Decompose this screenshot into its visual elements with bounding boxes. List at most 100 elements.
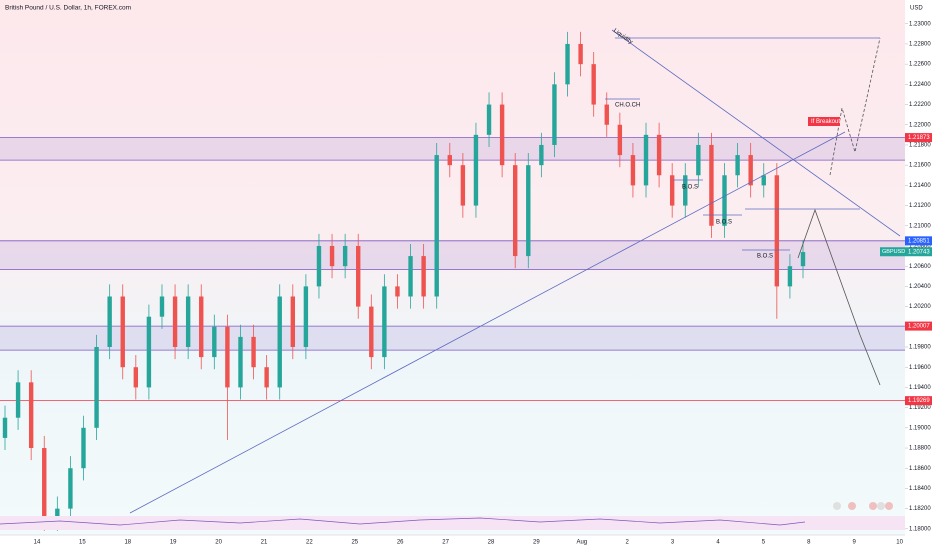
candle-body bbox=[290, 296, 296, 348]
candle-body bbox=[539, 144, 544, 166]
y-tick-label: 1.18600 bbox=[909, 466, 931, 472]
x-tick-label: 29 bbox=[533, 540, 540, 546]
symbol-label: GBPUSD bbox=[882, 249, 905, 255]
candle-body bbox=[591, 64, 596, 105]
candle-body bbox=[604, 104, 609, 125]
x-tick-label: 2 bbox=[626, 540, 630, 546]
candle-body bbox=[565, 43, 570, 85]
projection-path bbox=[859, 334, 881, 386]
candle-body bbox=[81, 427, 86, 469]
x-tick-label: 9 bbox=[853, 540, 857, 546]
bos-label: B.O.S bbox=[757, 254, 773, 260]
candle-body bbox=[656, 134, 662, 176]
trend-line bbox=[611, 29, 901, 237]
candle-body bbox=[683, 175, 688, 206]
candle-body bbox=[238, 336, 243, 388]
y-tick-label: 1.21200 bbox=[909, 203, 931, 209]
x-tick-label: 8 bbox=[807, 540, 811, 546]
candle-body bbox=[342, 245, 348, 267]
x-tick-label: 21 bbox=[261, 540, 268, 546]
price-tag-label: 1.21873 bbox=[908, 135, 930, 141]
candle-body bbox=[552, 84, 557, 145]
candle-body bbox=[696, 144, 701, 176]
candle-body bbox=[303, 286, 309, 348]
x-tick-label: 27 bbox=[442, 540, 449, 546]
candle-body bbox=[68, 468, 73, 509]
candle-body bbox=[251, 336, 256, 368]
candle-body bbox=[722, 175, 727, 226]
candle-body bbox=[316, 245, 322, 287]
candle-body bbox=[800, 252, 806, 267]
choch-label: CH.O.CH bbox=[615, 103, 640, 109]
y-tick-label: 1.20400 bbox=[909, 284, 931, 290]
zone bbox=[0, 137, 905, 161]
y-tick-label: 1.22800 bbox=[909, 42, 931, 48]
price-tag-label: 1.19269 bbox=[908, 398, 930, 404]
candle-body bbox=[473, 134, 479, 206]
candle-body bbox=[630, 155, 636, 186]
event-icon bbox=[848, 502, 856, 510]
candle-body bbox=[748, 155, 753, 186]
candle-body bbox=[735, 155, 740, 176]
x-tick-label: 15 bbox=[79, 540, 86, 546]
plot-background bbox=[0, 0, 905, 535]
x-tick-label: 10 bbox=[896, 540, 903, 546]
candle-body bbox=[277, 296, 282, 388]
y-tick-label: 1.18000 bbox=[909, 526, 931, 532]
candle-body bbox=[709, 144, 714, 226]
y-tick-label: 1.23000 bbox=[909, 21, 931, 27]
candle-body bbox=[225, 326, 230, 388]
candle-body bbox=[643, 134, 649, 186]
candle-body bbox=[382, 286, 387, 358]
candle-body bbox=[761, 175, 766, 186]
currency-label: USD bbox=[910, 6, 923, 12]
x-tick-label: 19 bbox=[170, 540, 177, 546]
y-tick-label: 1.22200 bbox=[909, 102, 931, 108]
y-tick-label: 1.21400 bbox=[909, 183, 931, 189]
price-tag-label: 1.20743 bbox=[908, 249, 930, 255]
price-tag bbox=[905, 133, 932, 143]
candle-body bbox=[486, 104, 492, 135]
candle-body bbox=[499, 104, 505, 166]
price-tag-label: 1.20851 bbox=[908, 238, 930, 244]
y-tick-label: 1.22600 bbox=[909, 62, 931, 68]
y-tick-label: 1.18200 bbox=[909, 506, 931, 512]
trend-line bbox=[129, 131, 846, 514]
event-icon bbox=[833, 502, 841, 510]
candle-body bbox=[199, 296, 204, 358]
candle-body bbox=[107, 296, 112, 348]
y-tick-label: 1.21000 bbox=[909, 223, 931, 229]
candle-body bbox=[264, 367, 269, 388]
candle-body bbox=[408, 256, 413, 297]
candle-body bbox=[356, 245, 361, 307]
candle-body bbox=[421, 256, 426, 297]
y-tick-label: 1.19000 bbox=[909, 425, 931, 431]
indicator-line bbox=[0, 517, 806, 526]
y-tick-label: 1.19800 bbox=[909, 345, 931, 351]
candle-body bbox=[447, 155, 452, 166]
candle-body bbox=[55, 508, 60, 519]
event-icon bbox=[885, 502, 893, 510]
candle-body bbox=[578, 43, 583, 65]
candle-body bbox=[159, 296, 165, 317]
zone bbox=[0, 240, 905, 270]
bos-label: B.O.S bbox=[682, 185, 698, 191]
price-tag bbox=[905, 236, 932, 246]
candle-body bbox=[395, 286, 400, 297]
y-tick-label: 1.20800 bbox=[909, 244, 931, 250]
y-tick-label: 1.19600 bbox=[909, 365, 931, 371]
candle-body bbox=[787, 266, 793, 287]
x-tick-label: 26 bbox=[397, 540, 404, 546]
x-tick-label: 3 bbox=[671, 540, 675, 546]
y-tick-label: 1.21600 bbox=[909, 163, 931, 169]
candle-body bbox=[146, 316, 152, 388]
candle-body bbox=[120, 296, 125, 368]
x-tick-label: 14 bbox=[34, 540, 41, 546]
candle-body bbox=[512, 165, 518, 257]
symbol-tag bbox=[880, 247, 905, 257]
y-tick-label: 1.22000 bbox=[909, 122, 931, 128]
y-tick-label: 1.18800 bbox=[909, 446, 931, 452]
candle-body bbox=[774, 175, 780, 287]
x-tick-label: 25 bbox=[351, 540, 358, 546]
breakout-path bbox=[829, 37, 881, 176]
